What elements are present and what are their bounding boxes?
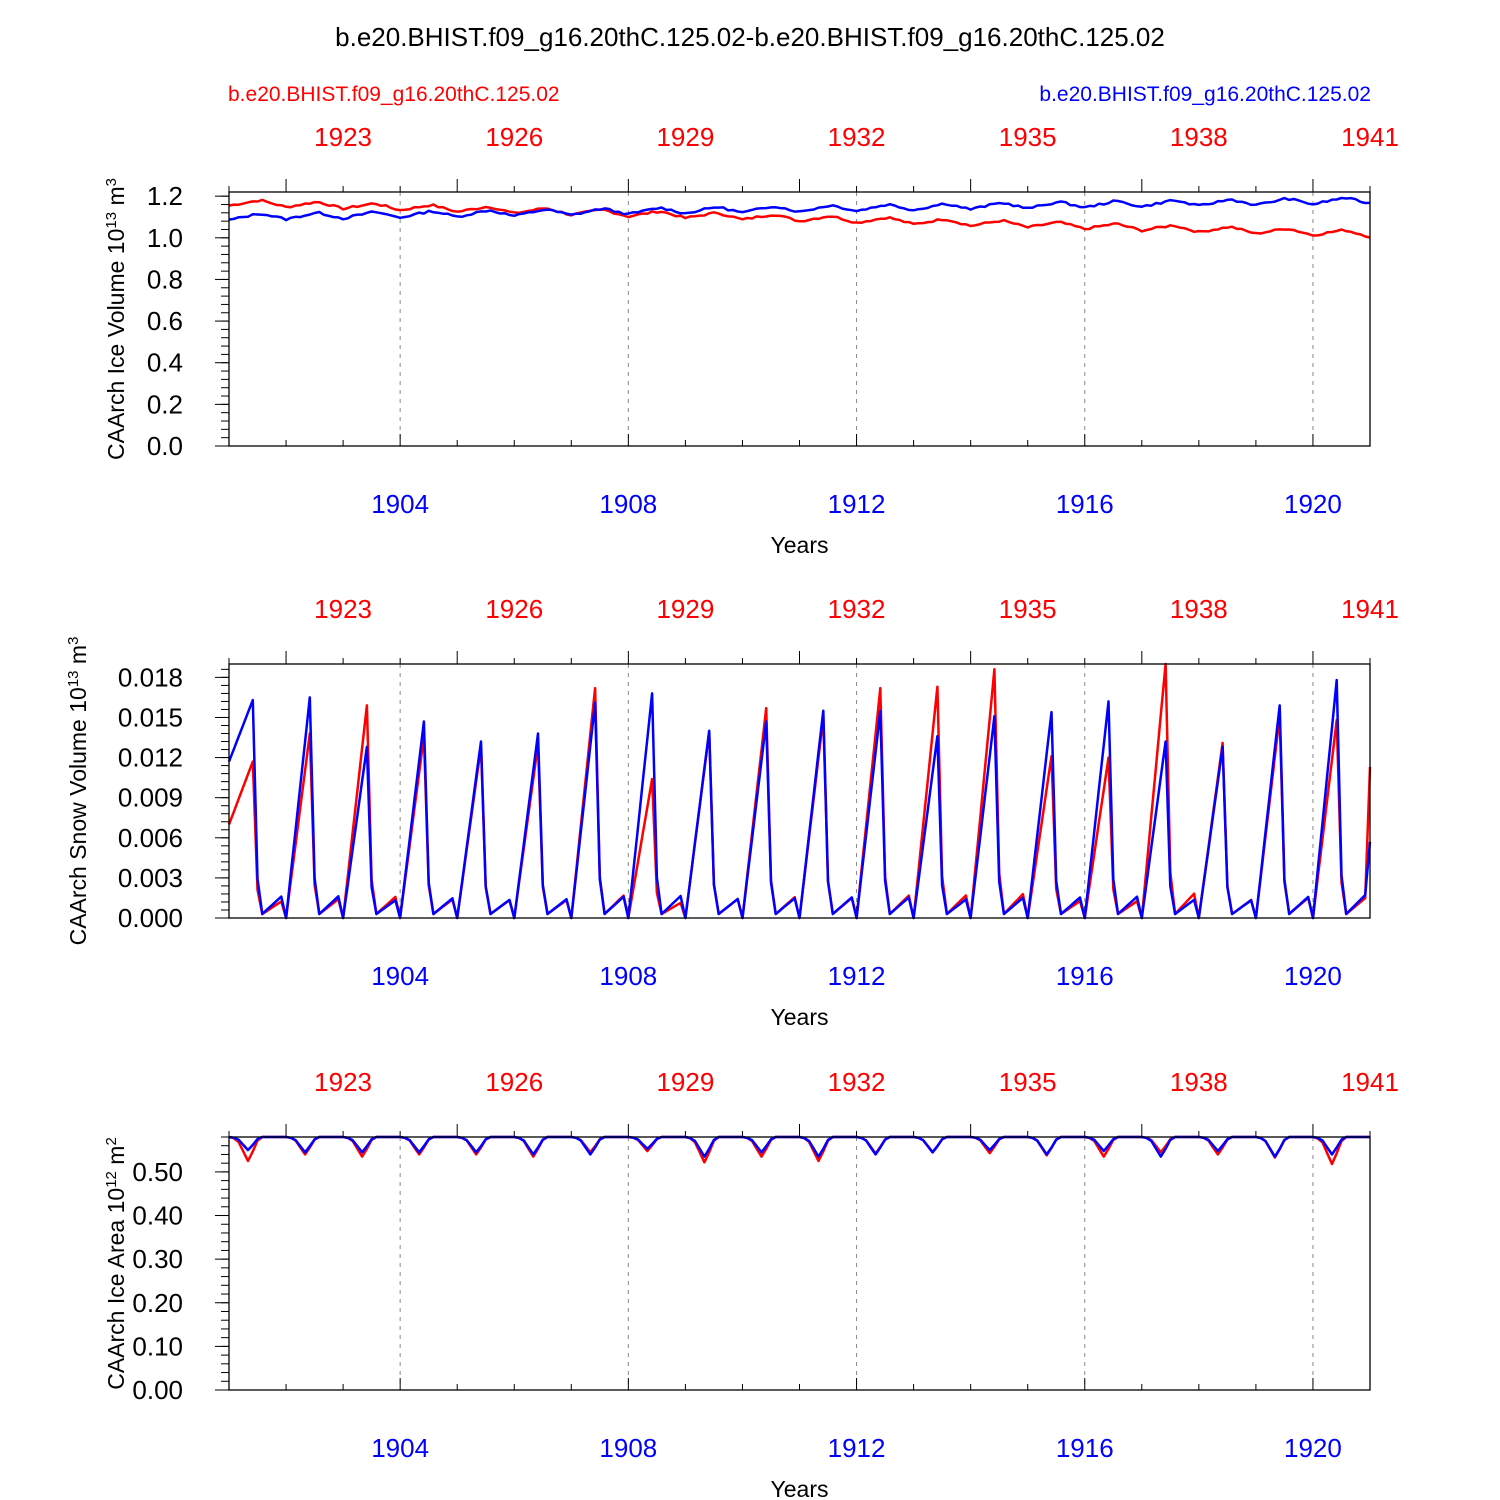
x-tick-label-top: 1923	[314, 1067, 372, 1097]
y-axis-label-main: CAArch Ice Area 10	[103, 1188, 129, 1390]
y-tick-label: 0.00	[132, 1375, 183, 1405]
y-tick-label: 0.4	[147, 348, 183, 378]
x-tick-label-top: 1932	[828, 122, 886, 152]
x-axis-label: Years	[771, 532, 829, 558]
y-axis-label-unit-exponent: 2	[103, 1137, 120, 1145]
x-tick-label-bottom: 1908	[599, 489, 657, 519]
series-line-red	[228, 1135, 1370, 1166]
x-tick-label-top: 1923	[314, 122, 372, 152]
x-tick-label-top: 1938	[1170, 1067, 1228, 1097]
y-tick-label: 0.10	[132, 1331, 183, 1361]
series-line-red	[228, 198, 1371, 239]
x-tick-label-top: 1935	[999, 1067, 1057, 1097]
y-tick-label: 0.8	[147, 264, 183, 294]
y-tick-label: 0.50	[132, 1157, 183, 1187]
y-tick-label: 0.0	[147, 431, 183, 461]
y-tick-label: 0.2	[147, 389, 183, 419]
x-tick-label-top: 1941	[1341, 1067, 1399, 1097]
y-tick-label: 1.0	[147, 223, 183, 253]
y-axis-label-exponent: 13	[65, 670, 82, 687]
x-tick-label-top: 1938	[1170, 594, 1228, 624]
legend-case-b: b.e20.BHIST.f09_g16.20thC.125.02	[1039, 83, 1371, 106]
x-axis-label: Years	[771, 1476, 829, 1500]
y-axis-label-unit: m	[103, 186, 129, 212]
y-axis-label-unit: m	[103, 1146, 129, 1172]
plot-frame	[228, 1136, 1371, 1391]
x-tick-label-top: 1938	[1170, 122, 1228, 152]
panel-ice_area: 1904 1908 1912 1916 1920 1923 1926 1929 1932 1935…	[103, 1067, 1399, 1500]
x-tick-label-top: 1935	[999, 594, 1057, 624]
x-tick-label-bottom: 1912	[828, 489, 886, 519]
x-tick-label-bottom: 1912	[828, 1433, 886, 1463]
x-tick-label-top: 1929	[656, 1067, 714, 1097]
x-tick-label-top: 1932	[828, 594, 886, 624]
y-tick-label: 0.6	[147, 306, 183, 336]
x-tick-label-bottom: 1908	[599, 961, 657, 991]
y-axis-label-unit-exponent: 3	[65, 637, 82, 645]
y-tick-label: 0.006	[118, 823, 183, 853]
y-axis-label: CAArch Snow Volume 1013 m3	[65, 637, 92, 946]
x-tick-label-bottom: 1916	[1056, 489, 1114, 519]
x-tick-label-top: 1926	[485, 594, 543, 624]
y-axis-label-exponent: 12	[103, 1171, 120, 1188]
y-axis-label: CAArch Ice Area 1012 m2	[103, 1137, 130, 1390]
x-tick-label-bottom: 1920	[1284, 1433, 1342, 1463]
y-axis-label-main: CAArch Snow Volume 10	[65, 687, 91, 945]
y-tick-label: 0.018	[118, 662, 183, 692]
panel-ice_volume: 1904 1908 1912 1916 1920 1923 1926 1929 1932 1935…	[103, 122, 1399, 558]
x-tick-label-bottom: 1916	[1056, 961, 1114, 991]
x-tick-label-top: 1929	[656, 594, 714, 624]
y-axis-label-exponent: 13	[103, 212, 120, 229]
panel-snow_volume: 1904 1908 1912 1916 1920 1923 1926 1929 1932 1935…	[65, 594, 1399, 1030]
legend-case-a: b.e20.BHIST.f09_g16.20thC.125.02	[228, 83, 560, 106]
figure-title: b.e20.BHIST.f09_g16.20thC.125.02-b.e20.B…	[335, 22, 1165, 52]
y-tick-label: 0.003	[118, 863, 183, 893]
x-tick-label-top: 1926	[485, 1067, 543, 1097]
y-axis-label: CAArch Ice Volume 1013 m3	[103, 178, 130, 460]
y-axis-label-unit: m	[65, 645, 91, 671]
plot-frame	[228, 663, 1371, 919]
series-line-blue	[228, 196, 1371, 222]
x-tick-label-top: 1935	[999, 122, 1057, 152]
y-tick-label: 0.000	[118, 903, 183, 933]
x-tick-label-top: 1926	[485, 122, 543, 152]
y-tick-label: 0.30	[132, 1244, 183, 1274]
x-tick-label-top: 1929	[656, 122, 714, 152]
x-tick-label-top: 1941	[1341, 594, 1399, 624]
x-tick-label-bottom: 1904	[371, 961, 429, 991]
x-tick-label-top: 1932	[828, 1067, 886, 1097]
plot-frame	[228, 191, 1371, 447]
y-axis-label-unit-exponent: 3	[103, 178, 120, 186]
y-tick-label: 0.015	[118, 702, 183, 732]
y-tick-label: 0.40	[132, 1201, 183, 1231]
x-tick-label-bottom: 1904	[371, 1433, 429, 1463]
x-axis-label: Years	[771, 1004, 829, 1030]
x-tick-label-bottom: 1912	[828, 961, 886, 991]
y-tick-label: 0.20	[132, 1288, 183, 1318]
y-tick-label: 0.012	[118, 743, 183, 773]
x-tick-label-bottom: 1904	[371, 489, 429, 519]
y-axis-label-main: CAArch Ice Volume 10	[103, 229, 129, 460]
x-tick-label-top: 1923	[314, 594, 372, 624]
y-tick-label: 0.009	[118, 783, 183, 813]
x-tick-label-bottom: 1920	[1284, 961, 1342, 991]
panels: 1904 1908 1912 1916 1920 1923 1926 1929 1932 1935…	[65, 122, 1399, 1500]
y-tick-label: 1.2	[147, 181, 183, 211]
x-tick-label-bottom: 1916	[1056, 1433, 1114, 1463]
x-tick-label-top: 1941	[1341, 122, 1399, 152]
x-tick-label-bottom: 1908	[599, 1433, 657, 1463]
x-tick-label-bottom: 1920	[1284, 489, 1342, 519]
